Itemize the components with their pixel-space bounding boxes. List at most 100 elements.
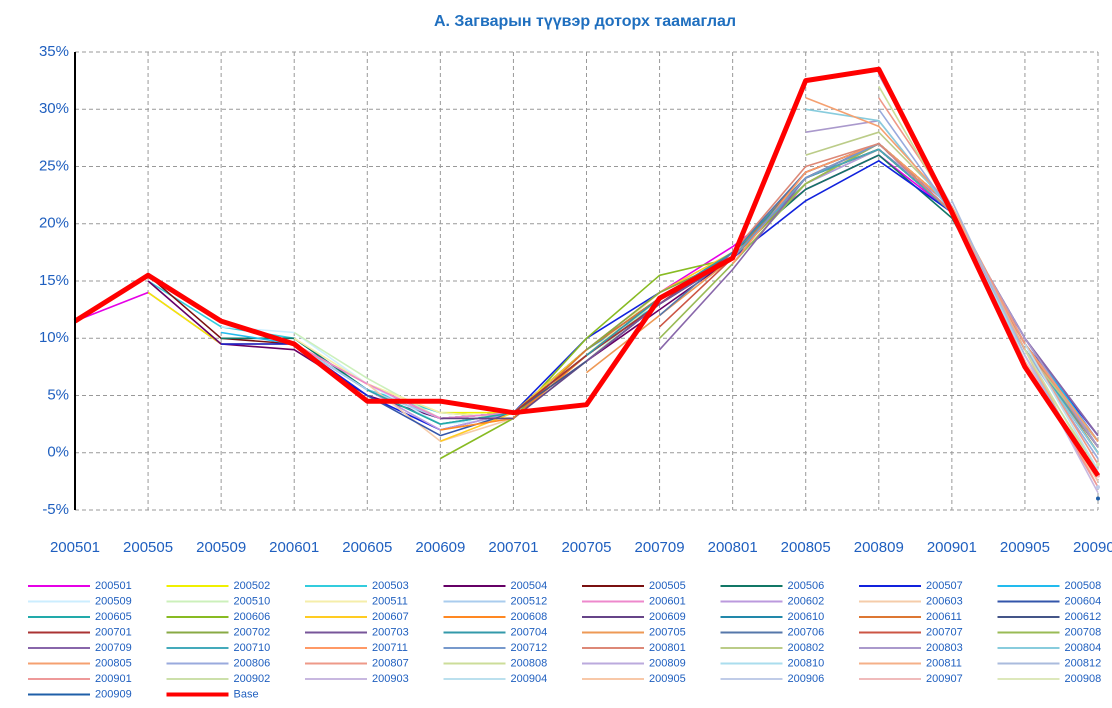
legend-label: 200702 [234, 626, 271, 638]
legend-label: 200501 [95, 580, 132, 592]
x-tick-label: 200801 [708, 539, 758, 556]
legend-label: 200703 [372, 626, 409, 638]
series-line [732, 142, 1099, 454]
x-tick-label: 200905 [1000, 539, 1050, 556]
y-tick-label: 25% [39, 157, 69, 174]
grid [74, 51, 1099, 511]
base-line [73, 66, 1101, 477]
series-line [221, 142, 1099, 448]
series-line [293, 142, 1099, 437]
legend-label: 200711 [372, 642, 408, 654]
legend-label: 200807 [372, 657, 409, 669]
series-line [147, 142, 1099, 454]
x-tick-label: 200809 [854, 539, 904, 556]
legend-label: 200506 [788, 580, 825, 592]
legend-label: 200812 [1065, 657, 1102, 669]
x-tick-label: 200605 [342, 539, 392, 556]
legend-label: 200612 [1065, 611, 1102, 623]
legend-label: 200704 [511, 626, 548, 638]
series-point [1096, 462, 1100, 467]
legend-label: 200906 [788, 673, 825, 685]
legend-label: 200904 [511, 673, 548, 685]
lines [73, 66, 1101, 501]
legend-label: 200508 [1065, 580, 1102, 592]
legend-label: 200707 [926, 626, 963, 638]
legend-label: 200709 [95, 642, 132, 654]
legend-label: 200606 [234, 611, 271, 623]
legend-label: 200907 [926, 673, 963, 685]
legend-label: 200802 [788, 642, 825, 654]
legend-label: 200909 [95, 688, 132, 700]
legend-label: 200710 [234, 642, 271, 654]
legend-label: 200510 [234, 595, 271, 607]
legend-label: 200902 [234, 673, 271, 685]
legend-label: 200601 [649, 595, 686, 607]
series-line [147, 148, 1099, 448]
legend-label: 200602 [788, 595, 825, 607]
legend-label: 200603 [926, 595, 963, 607]
series-line [659, 142, 1099, 448]
y-tick-label: 10% [39, 329, 69, 346]
series-point [1096, 496, 1100, 501]
legend-label: 200611 [926, 611, 962, 623]
legend-label: 200903 [372, 673, 409, 685]
legend-label: 200801 [649, 642, 686, 654]
legend-label: 200712 [511, 642, 548, 654]
legend-label: 200504 [511, 580, 548, 592]
legend-label: 200804 [1065, 642, 1102, 654]
legend-label: 200706 [788, 626, 825, 638]
legend-label: 200507 [926, 580, 963, 592]
y-tick-label: -5% [42, 501, 69, 518]
series-point [1096, 485, 1100, 490]
series-line [147, 142, 1099, 442]
series-line [586, 142, 1099, 442]
legend-label: 200809 [649, 657, 686, 669]
series-line [147, 142, 1099, 448]
legend-label: 200511 [372, 595, 408, 607]
legend-label: 200701 [95, 626, 132, 638]
legend-label: 200811 [926, 657, 962, 669]
x-tick-label: 200705 [561, 539, 611, 556]
chart-title: A. Загварын түүвэр доторх таамаглал [434, 13, 736, 30]
legend-label: 200512 [511, 595, 548, 607]
x-tick-label: 200909 [1073, 539, 1112, 556]
legend-label: 200805 [95, 657, 132, 669]
y-tick-label: 5% [47, 386, 69, 403]
series-line [878, 97, 1099, 465]
legend-label: 200705 [649, 626, 686, 638]
y-tick-label: 20% [39, 215, 69, 232]
series-line [440, 142, 1099, 442]
legend-label: 200803 [926, 642, 963, 654]
y-tick-label: 0% [47, 444, 69, 461]
legend: 200501 200502 200503 200504 200505 200506 2005… [28, 580, 1102, 700]
y-tick-label: 30% [39, 100, 69, 117]
series-line [586, 142, 1099, 442]
x-tick-label: 200701 [488, 539, 538, 556]
legend-label: 200502 [234, 580, 271, 592]
legend-label: 200503 [372, 580, 409, 592]
legend-label: 200505 [649, 580, 686, 592]
legend-label: 200905 [649, 673, 686, 685]
x-tick-label: 200901 [927, 539, 977, 556]
y-tick-label: 15% [39, 272, 69, 289]
series-line [731, 142, 1099, 448]
legend-label: 200808 [511, 657, 548, 669]
legend-label: Base [234, 688, 259, 700]
x-tick-label: 200505 [123, 539, 173, 556]
legend-label: 200607 [372, 611, 409, 623]
legend-label: 200901 [95, 673, 132, 685]
x-tick-label: 200501 [50, 539, 100, 556]
legend-label: 200609 [649, 611, 686, 623]
legend-label: 200604 [1065, 595, 1102, 607]
x-tick-label: 200709 [635, 539, 685, 556]
legend-label: 200608 [511, 611, 548, 623]
legend-label: 200810 [788, 657, 825, 669]
legend-label: 200509 [95, 595, 132, 607]
x-tick-label: 200601 [269, 539, 319, 556]
legend-label: 200806 [234, 657, 271, 669]
y-tick-label: 35% [39, 43, 69, 60]
axes: -5% 0% 5% 10% 15% 20% 25% 30% 35% 200501 200505 200… [39, 43, 1112, 556]
x-tick-label: 200805 [781, 539, 831, 556]
legend-label: 200610 [788, 611, 825, 623]
